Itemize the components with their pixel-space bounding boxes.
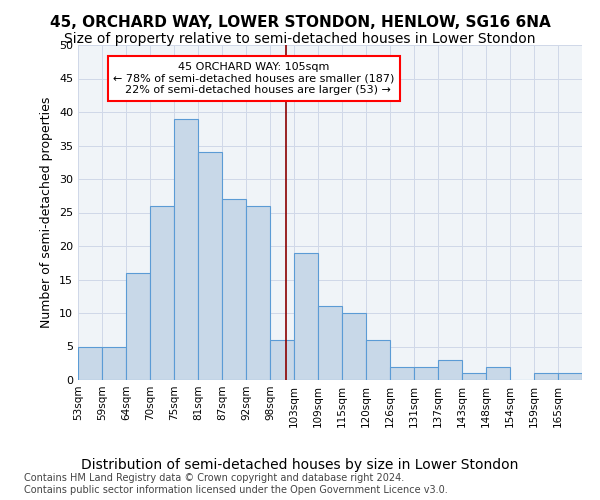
Bar	[126, 273, 150, 380]
Bar	[150, 206, 174, 380]
Bar	[318, 306, 342, 380]
Bar	[198, 152, 222, 380]
Bar	[462, 374, 486, 380]
Bar	[342, 313, 366, 380]
Bar	[486, 366, 510, 380]
Text: Contains HM Land Registry data © Crown copyright and database right 2024.
Contai: Contains HM Land Registry data © Crown c…	[24, 474, 448, 495]
Text: 45 ORCHARD WAY: 105sqm
← 78% of semi-detached houses are smaller (187)
  22% of : 45 ORCHARD WAY: 105sqm ← 78% of semi-det…	[113, 62, 395, 95]
Bar	[246, 206, 270, 380]
Bar	[534, 374, 558, 380]
Text: Size of property relative to semi-detached houses in Lower Stondon: Size of property relative to semi-detach…	[64, 32, 536, 46]
Bar	[558, 374, 582, 380]
Text: 45, ORCHARD WAY, LOWER STONDON, HENLOW, SG16 6NA: 45, ORCHARD WAY, LOWER STONDON, HENLOW, …	[50, 15, 550, 30]
Bar	[78, 346, 102, 380]
Bar	[294, 252, 318, 380]
Bar	[270, 340, 294, 380]
Text: Distribution of semi-detached houses by size in Lower Stondon: Distribution of semi-detached houses by …	[82, 458, 518, 471]
Bar	[414, 366, 438, 380]
Bar	[366, 340, 390, 380]
Bar	[102, 346, 126, 380]
Bar	[390, 366, 414, 380]
Bar	[222, 199, 246, 380]
Bar	[438, 360, 462, 380]
Y-axis label: Number of semi-detached properties: Number of semi-detached properties	[40, 97, 53, 328]
Bar	[174, 118, 198, 380]
